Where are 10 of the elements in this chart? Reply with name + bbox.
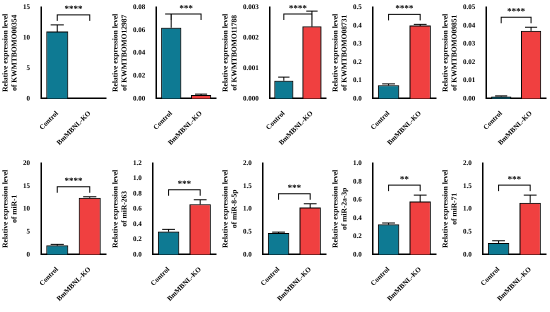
annotation: *** — [178, 178, 192, 189]
annotation: **** — [64, 176, 83, 186]
annotation: *** — [288, 182, 302, 193]
annotation: **** — [64, 4, 83, 14]
annotation: *** — [508, 174, 522, 184]
annotation: *** — [179, 2, 194, 13]
annotation: **** — [288, 2, 308, 13]
annotation: **** — [507, 6, 526, 16]
annotation: **** — [395, 3, 414, 14]
annotation: ** — [400, 174, 410, 184]
